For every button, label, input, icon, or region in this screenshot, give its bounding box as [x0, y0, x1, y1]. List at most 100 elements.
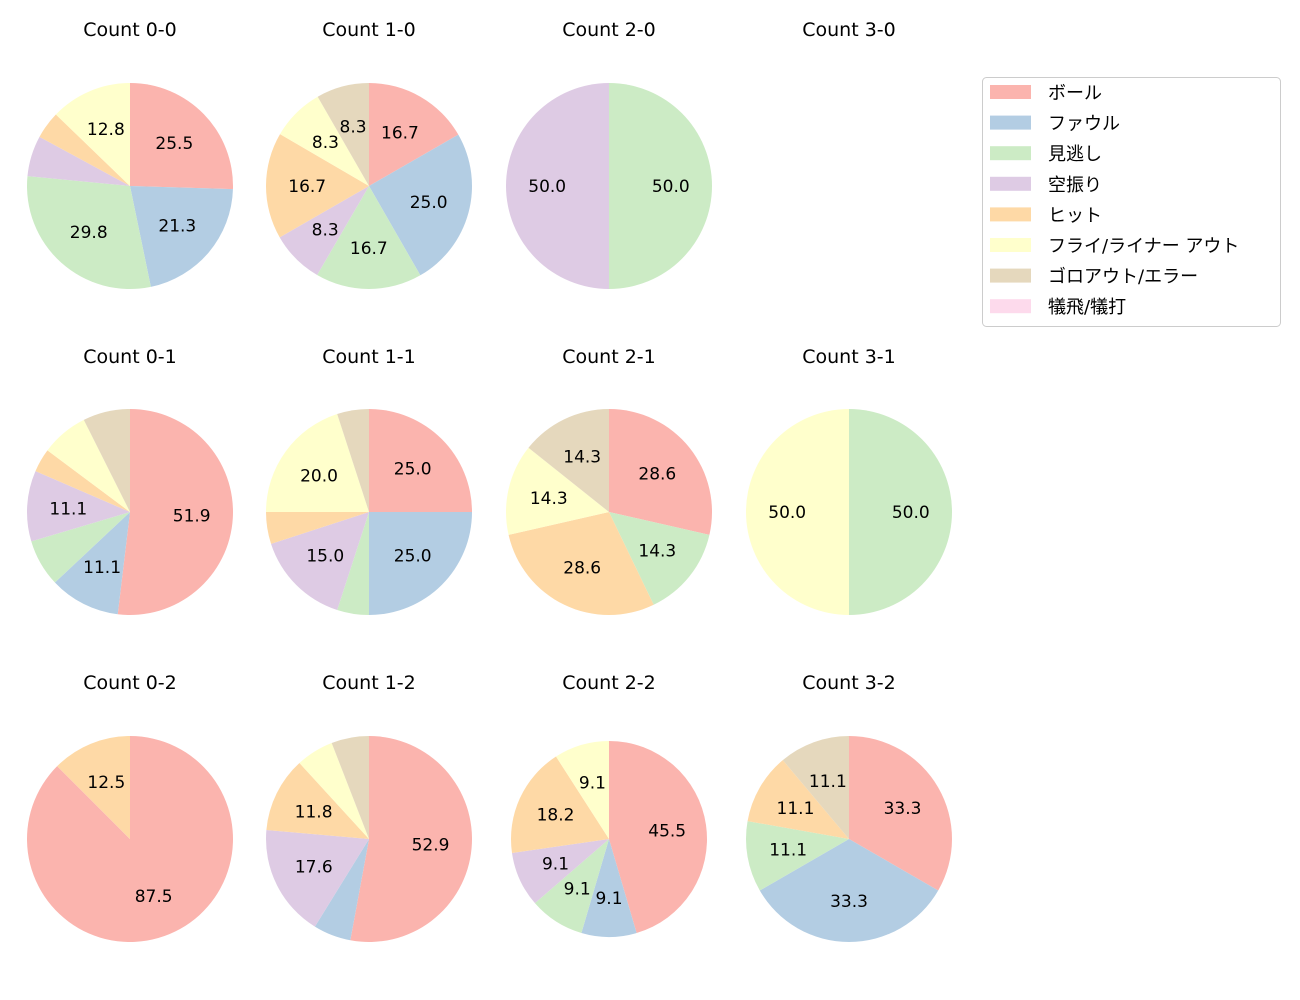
pie-title: Count 1-1 [322, 346, 416, 368]
slice-label: 33.3 [884, 799, 922, 819]
slice-label: 29.8 [70, 223, 108, 243]
slice-label: 9.1 [564, 879, 591, 899]
pie-slice [35, 450, 130, 512]
pie-slice [369, 83, 459, 186]
legend-label: ゴロアウト/エラー [1048, 267, 1198, 288]
slice-label: 50.0 [652, 177, 690, 197]
pie-slice [130, 186, 233, 287]
pie-slice [849, 736, 952, 891]
slice-label: 11.1 [769, 841, 807, 861]
slice-label: 33.3 [830, 892, 868, 912]
pie-slice [299, 742, 369, 839]
slice-label: 45.5 [648, 822, 686, 842]
pie-slice [782, 736, 849, 839]
slice-label: 51.9 [173, 507, 211, 527]
pie-slice [317, 186, 421, 289]
pie-slice [314, 839, 369, 941]
pie-title: Count 0-2 [83, 672, 177, 694]
pie-slice [506, 447, 609, 535]
pie-slice [369, 512, 472, 615]
slice-label: 11.1 [83, 558, 121, 578]
pie-title: Count 3-2 [802, 672, 896, 694]
slice-label: 20.0 [300, 467, 338, 487]
slice-label: 21.3 [158, 217, 196, 237]
pie-slice [47, 419, 131, 512]
pie-slice [266, 512, 369, 544]
pie-slice [130, 83, 233, 190]
slice-label: 16.7 [350, 239, 388, 259]
slice-label: 50.0 [528, 177, 566, 197]
pie-slice [849, 409, 952, 615]
pie-slice [27, 176, 151, 289]
pie-slice [528, 409, 609, 512]
pie-title: Count 0-0 [83, 19, 177, 41]
slice-label: 9.1 [542, 854, 569, 874]
slice-label: 28.6 [563, 559, 601, 579]
legend-swatch [990, 299, 1031, 314]
legend-label: ボール [1048, 83, 1102, 104]
pie-slice [266, 414, 369, 512]
slice-label: 9.1 [595, 889, 622, 909]
legend-box [982, 77, 1281, 327]
legend-swatch [990, 238, 1031, 252]
pie-slice [265, 829, 369, 927]
pie-title: Count 0-1 [83, 346, 177, 368]
slice-label: 16.7 [381, 124, 419, 144]
slice-label: 17.6 [295, 858, 333, 878]
slice-label: 9.1 [579, 774, 606, 794]
pie-slice [117, 409, 233, 615]
slice-label: 25.0 [410, 193, 448, 213]
legend-swatch [990, 146, 1031, 161]
pie-slice [609, 409, 712, 535]
slice-label: 50.0 [768, 503, 806, 523]
slice-label: 12.5 [87, 773, 125, 793]
pie-slice [266, 763, 369, 839]
pie-slice [31, 512, 130, 583]
pie-slice [350, 735, 473, 943]
pie-slice [271, 512, 369, 610]
slice-label: 11.1 [777, 799, 815, 819]
pie-slice [27, 136, 130, 186]
legend-label: 見逃し [1048, 144, 1102, 165]
legend-swatch [990, 268, 1031, 283]
pie-slice [511, 756, 609, 853]
slice-label: 14.3 [563, 447, 601, 467]
pie-slice [746, 821, 849, 891]
pie-slice [57, 736, 131, 839]
pie-slice [746, 409, 849, 615]
pie-slice [609, 741, 708, 934]
slice-label: 25.0 [394, 547, 432, 567]
pie-slice [265, 134, 369, 238]
pie-title: Count 2-2 [562, 672, 656, 694]
legend-label: 空振り [1048, 175, 1102, 196]
pie-slice [759, 839, 939, 942]
pie-slice [279, 186, 369, 275]
pie-title: Count 1-2 [322, 672, 416, 694]
pie-slice [556, 741, 609, 839]
slice-label: 25.0 [394, 459, 432, 479]
pie-slice [54, 512, 131, 615]
pie-slice [337, 409, 369, 512]
legend-swatch [990, 176, 1031, 191]
pie-slice [331, 736, 369, 839]
pie-slice [317, 83, 369, 186]
pie-slice [747, 760, 849, 839]
pie-slice [39, 114, 130, 186]
slice-label: 25.5 [155, 134, 193, 154]
slice-label: 14.3 [638, 542, 676, 562]
pie-slice [369, 409, 472, 512]
slice-label: 12.8 [87, 120, 125, 140]
slice-label: 8.3 [312, 133, 339, 153]
slice-label: 11.1 [809, 772, 847, 792]
pie-slice [508, 512, 654, 615]
pie-slice [609, 83, 712, 289]
pie-slice [581, 839, 637, 937]
slice-label: 14.3 [530, 489, 568, 509]
legend-label: ヒット [1048, 205, 1102, 226]
pie-slice [337, 512, 369, 615]
legend-label: ファウル [1048, 114, 1120, 135]
pie-slice [55, 83, 130, 186]
pie-title: Count 1-0 [322, 19, 416, 41]
slice-label: 87.5 [135, 887, 173, 907]
